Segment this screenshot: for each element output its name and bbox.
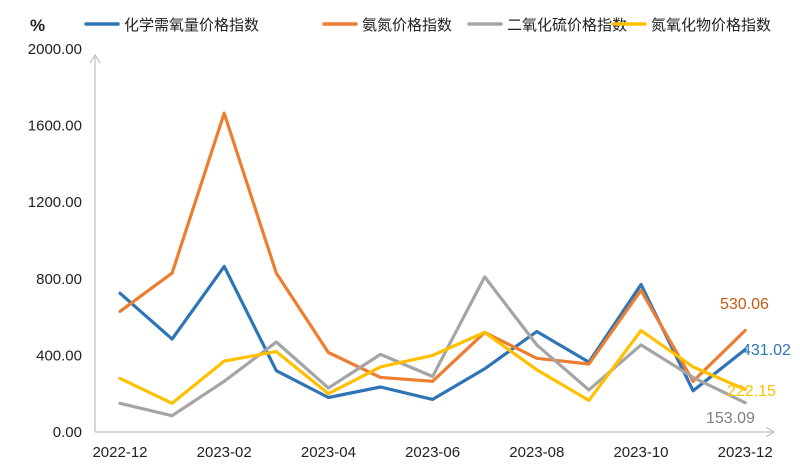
series-line-3: [118, 328, 747, 405]
x-tick-label: 2023-02: [197, 444, 252, 461]
x-axis-ticks: 2022-12 2023-02 2023-04 2023-06 2023-08 2023-…: [92, 444, 772, 461]
legend: 化学需氧量价格指数 氨氮价格指数 二氧化硫价格指数 氮氧化物价格指数: [84, 16, 771, 34]
axes: [89, 53, 776, 438]
series-lines: [118, 111, 747, 418]
y-tick-label: 1200.00: [28, 194, 82, 211]
series-line-0: [118, 264, 747, 401]
y-tick-label: 1600.00: [28, 118, 82, 135]
x-tick-label: 2023-12: [718, 444, 773, 461]
legend-label-0: 化学需氧量价格指数: [124, 16, 259, 34]
y-axis-unit: %: [30, 16, 45, 35]
x-axis-arrow: [765, 426, 776, 438]
end-labels: 431.02 530.06 153.09 222.15: [706, 296, 791, 427]
y-tick-label: 0.00: [53, 424, 82, 441]
legend-label-2: 二氧化硫价格指数: [507, 16, 627, 34]
series-line-1: [118, 111, 747, 383]
end-label-1: 530.06: [720, 296, 769, 313]
y-axis-arrow: [89, 53, 101, 64]
end-label-0: 431.02: [742, 342, 791, 359]
x-tick-label: 2023-04: [301, 444, 356, 461]
x-tick-label: 2023-10: [613, 444, 668, 461]
series-line-2: [118, 275, 747, 418]
y-tick-label: 2000.00: [28, 41, 82, 58]
legend-label-1: 氨氮价格指数: [362, 16, 452, 34]
legend-label-3: 氮氧化物价格指数: [651, 16, 771, 34]
y-axis-ticks: 0.00 400.00 800.00 1200.00 1600.00 2000.00: [28, 41, 82, 441]
end-label-3: 222.15: [727, 383, 776, 400]
y-tick-label: 800.00: [36, 271, 82, 288]
x-tick-label: 2023-08: [509, 444, 564, 461]
end-label-2: 153.09: [706, 410, 755, 427]
y-tick-label: 400.00: [36, 347, 82, 364]
x-tick-label: 2023-06: [405, 444, 460, 461]
x-tick-label: 2022-12: [92, 444, 147, 461]
